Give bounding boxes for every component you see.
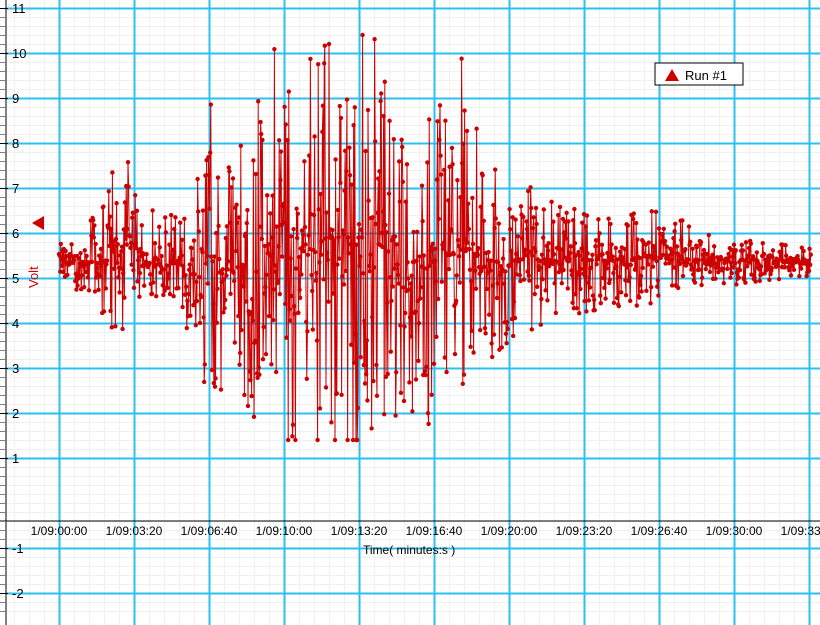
y-tick-label: 2 [12,406,19,421]
x-tick-label: 1/09:20:00 [481,524,538,538]
x-tick-label: 1/09:16:40 [406,524,463,538]
x-tick-label: 1/09:33:20 [781,524,820,538]
y-tick-label: -2 [12,586,24,601]
y-axis-title: Volt [26,266,41,288]
x-tick-label: 1/09:00:00 [31,524,88,538]
x-axis-title: Time( minutes:s ) [363,543,455,557]
x-tick-label: 1/09:23:20 [556,524,613,538]
y-tick-label: 11 [12,1,26,16]
triangle-up-icon [665,69,679,81]
y-tick-label: 1 [12,451,19,466]
y-tick-label: 6 [12,226,19,241]
x-axis-tick-labels: 1/09:00:00 1/09:03:20 1/09:06:40 1/09:10:00… [31,524,820,538]
y-tick-label: 5 [12,271,19,286]
cursor-marker[interactable] [32,216,44,230]
y-tick-label: 4 [12,316,19,331]
legend[interactable]: Run #1 [654,62,744,86]
y-tick-label: -1 [12,541,24,556]
x-tick-label: 1/09:13:20 [331,524,388,538]
y-axis-ticks [0,8,8,612]
x-tick-label: 1/09:10:00 [256,524,313,538]
y-tick-label: 10 [12,46,26,61]
legend-label-run-1: Run #1 [685,68,727,83]
x-tick-label: 1/09:06:40 [181,524,238,538]
y-tick-label: 7 [12,181,19,196]
y-tick-label: 8 [12,136,19,151]
series-run-1[interactable] [56,32,814,443]
x-tick-label: 1/09:26:40 [631,524,688,538]
x-tick-label: 1/09:03:20 [106,524,163,538]
y-tick-label: 9 [12,91,19,106]
x-tick-label: 1/09:30:00 [706,524,763,538]
y-tick-label: 3 [12,361,19,376]
triangle-left-icon [32,216,44,230]
y-axis-tick-labels: 11 10 9 8 7 6 5 4 3 2 1 -1 -2 [12,1,26,601]
